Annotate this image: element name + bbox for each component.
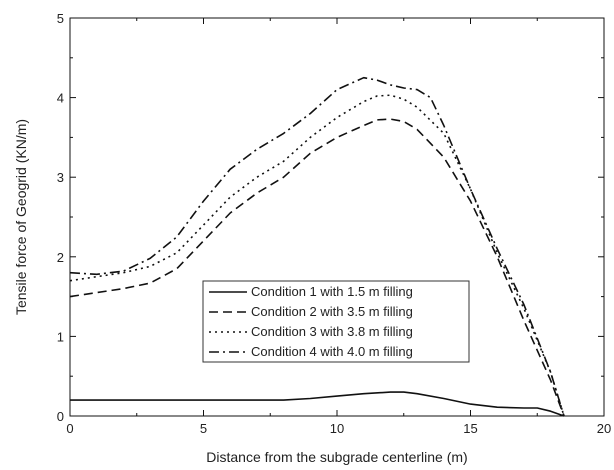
y-tick-label: 2 [57, 250, 64, 265]
series-layer [69, 76, 565, 417]
legend: Condition 1 with 1.5 m filling Condition … [202, 280, 470, 363]
x-axis-title: Distance from the subgrade centerline (m… [206, 449, 467, 465]
y-tick-label: 5 [57, 11, 64, 26]
legend-box [202, 280, 470, 363]
series-line-3 [69, 94, 565, 417]
legend-label-3: Condition 3 with 3.8 m filling [251, 324, 413, 339]
series-line-1 [70, 391, 565, 417]
x-tick-label: 20 [597, 421, 611, 436]
y-axis-title: Tensile force of Geogrid (KN/m) [13, 119, 29, 315]
legend-label-1: Condition 1 with 1.5 m filling [251, 284, 413, 299]
axis-ticks: 0 5 10 15 20 0 1 2 3 4 5 [57, 11, 611, 436]
series-line-4 [69, 76, 565, 417]
legend-label-4: Condition 4 with 4.0 m filling [251, 344, 413, 359]
x-tick-label: 0 [66, 421, 73, 436]
x-tick-label: 10 [330, 421, 344, 436]
y-tick-label: 0 [57, 409, 64, 424]
legend-label-2: Condition 2 with 3.5 m filling [251, 304, 413, 319]
y-tick-label: 1 [57, 329, 64, 344]
x-tick-label: 15 [463, 421, 477, 436]
y-tick-label: 3 [57, 170, 64, 185]
y-tick-label: 4 [57, 91, 64, 106]
x-tick-label: 5 [200, 421, 207, 436]
